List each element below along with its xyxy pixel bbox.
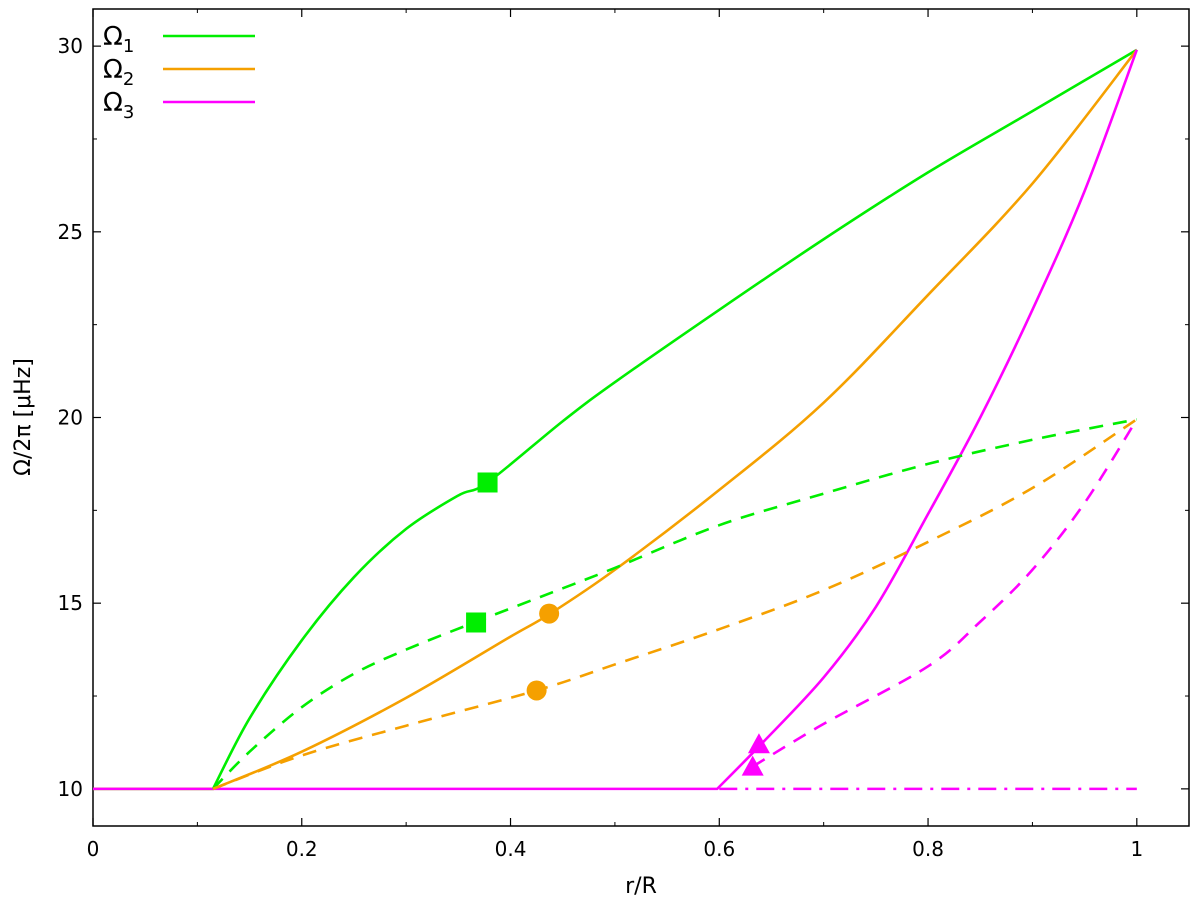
- series-line-dashed-3: [212, 418, 1138, 790]
- y-tick-label: 30: [58, 34, 83, 58]
- series-line-solid-0: [93, 48, 1138, 791]
- marker-square: [466, 612, 487, 633]
- marker-circle: [539, 603, 560, 624]
- y-tick-label: 25: [58, 220, 83, 244]
- legend-label: Ω2: [103, 55, 134, 90]
- marker-square: [477, 472, 498, 493]
- series-line-solid-2: [93, 49, 1139, 791]
- legend-subscript: 1: [123, 36, 134, 57]
- series-layer: [93, 48, 1139, 791]
- x-tick-label: 0: [87, 837, 100, 861]
- y-tick-label: 20: [58, 406, 83, 430]
- x-tick-label: 0.8: [912, 837, 944, 861]
- legend-subscript: 2: [123, 69, 134, 90]
- marker-triangle: [741, 755, 764, 776]
- marker-circle: [526, 680, 547, 701]
- legend-subscript: 3: [123, 102, 134, 123]
- y-tick-label: 15: [58, 591, 83, 615]
- y-axis-label: Ω/2π [μHz]: [11, 358, 36, 476]
- axis-ticks: 0 0.2 0.4 0.6 0.8 1 10 15 20 25 30: [58, 9, 1189, 861]
- legend-label: Ω1: [103, 22, 134, 57]
- x-tick-label: 1: [1130, 837, 1143, 861]
- x-tick-label: 0.4: [495, 837, 527, 861]
- series-line-dashed-4: [212, 418, 1138, 791]
- marker-triangle: [747, 733, 770, 754]
- series-line-solid-1: [93, 49, 1138, 791]
- marker-layer: [466, 472, 770, 776]
- y-tick-label: 10: [58, 777, 83, 801]
- x-tick-label: 0.6: [703, 837, 735, 861]
- legend-label: Ω3: [103, 88, 134, 123]
- x-axis-label: r/R: [625, 874, 657, 899]
- series-line-dashed-5: [752, 418, 1138, 768]
- x-tick-label: 0.2: [286, 837, 318, 861]
